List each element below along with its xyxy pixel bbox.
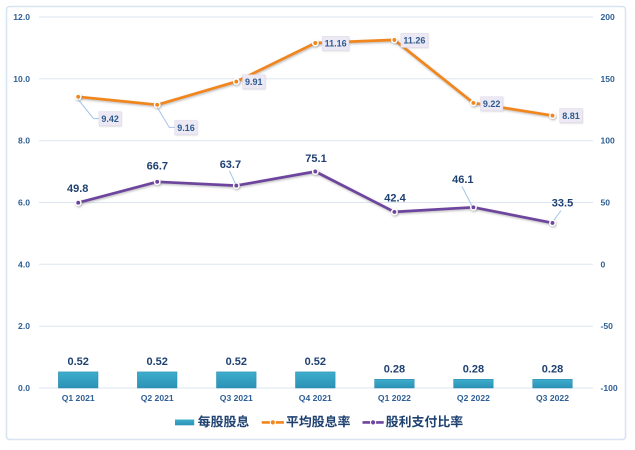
svg-text:9.91: 9.91	[245, 77, 263, 87]
svg-text:Q2 2022: Q2 2022	[457, 393, 490, 403]
svg-text:0.52: 0.52	[305, 356, 326, 368]
svg-text:0.52: 0.52	[226, 356, 247, 368]
svg-text:63.7: 63.7	[220, 159, 241, 171]
svg-text:50: 50	[601, 198, 611, 208]
svg-text:0.28: 0.28	[463, 363, 484, 375]
svg-text:9.22: 9.22	[483, 99, 501, 109]
svg-text:200: 200	[601, 12, 616, 22]
svg-text:75.1: 75.1	[305, 153, 326, 165]
svg-text:Q1 2022: Q1 2022	[378, 393, 411, 403]
svg-text:11.26: 11.26	[403, 36, 425, 46]
svg-text:0.52: 0.52	[146, 356, 167, 368]
svg-text:49.8: 49.8	[67, 183, 88, 195]
svg-text:12.0: 12.0	[13, 12, 30, 22]
svg-text:Q2 2021: Q2 2021	[141, 393, 174, 403]
svg-text:100: 100	[601, 136, 616, 146]
svg-text:Q4 2021: Q4 2021	[299, 393, 332, 403]
svg-text:Q3 2022: Q3 2022	[536, 393, 569, 403]
svg-text:Q3 2021: Q3 2021	[220, 393, 253, 403]
svg-text:0.0: 0.0	[18, 383, 30, 393]
svg-text:0: 0	[601, 259, 606, 269]
svg-text:Q1 2021: Q1 2021	[62, 393, 95, 403]
svg-text:8.81: 8.81	[562, 111, 580, 121]
svg-text:42.4: 42.4	[384, 192, 406, 204]
svg-text:33.5: 33.5	[552, 198, 573, 210]
svg-text:8.0: 8.0	[18, 136, 30, 146]
svg-text:0.28: 0.28	[384, 363, 405, 375]
svg-text:66.7: 66.7	[147, 160, 168, 172]
svg-text:-100: -100	[601, 383, 618, 393]
svg-text:9.16: 9.16	[177, 123, 195, 133]
svg-text:4.0: 4.0	[18, 259, 30, 269]
svg-text:11.16: 11.16	[325, 39, 347, 49]
svg-text:2.0: 2.0	[18, 321, 30, 331]
svg-text:10.0: 10.0	[13, 74, 30, 84]
svg-text:0.28: 0.28	[542, 363, 563, 375]
svg-text:0.52: 0.52	[67, 356, 88, 368]
svg-text:150: 150	[601, 74, 616, 84]
svg-text:46.1: 46.1	[452, 174, 473, 186]
svg-text:9.42: 9.42	[101, 114, 119, 124]
svg-text:-50: -50	[601, 321, 614, 331]
svg-text:6.0: 6.0	[18, 198, 30, 208]
